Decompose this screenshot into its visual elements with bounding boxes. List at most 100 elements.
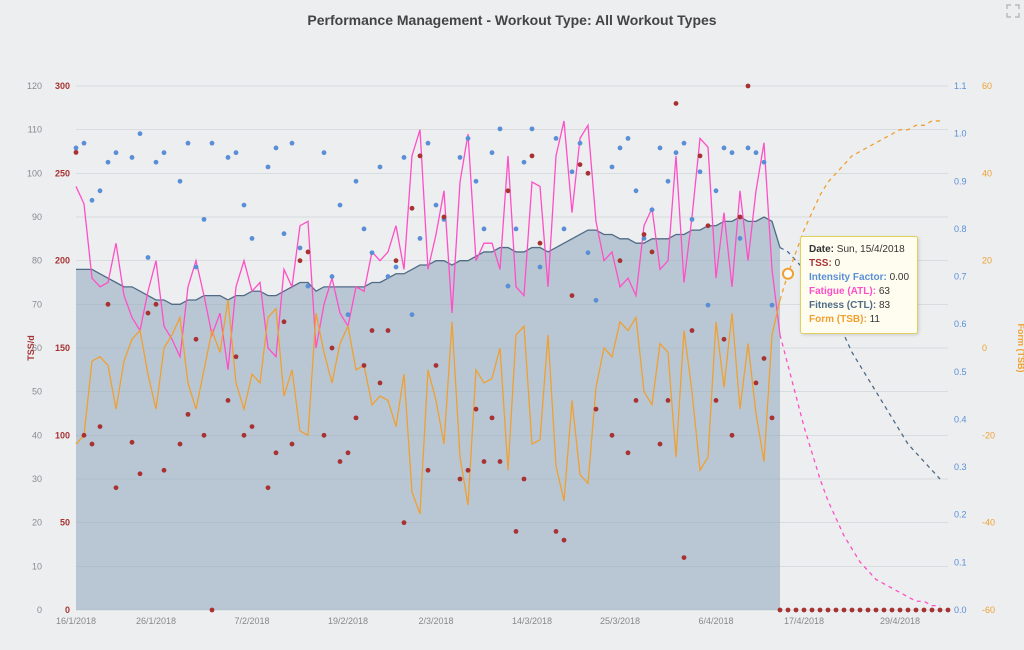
if-point (74, 146, 79, 151)
if-point (330, 274, 335, 279)
if-point (690, 217, 695, 222)
tss-point (826, 608, 831, 613)
x-tick-label: 19/2/2018 (328, 616, 368, 626)
tss-point (626, 450, 631, 455)
ctl-tick-label: 110 (28, 125, 42, 135)
tss-tick-label: 100 (55, 430, 70, 440)
ctl-tick-label: 0 (37, 605, 42, 615)
if-point (658, 146, 663, 151)
tss-point (690, 328, 695, 333)
tooltip-row: Fatigue (ATL): 63 (809, 285, 909, 299)
tss-point (330, 346, 335, 351)
tss-point (746, 84, 751, 89)
tss-tick-label: 0 (65, 605, 70, 615)
ctl-tick-label: 50 (32, 387, 42, 397)
tss-point (114, 485, 119, 490)
chart-svg[interactable]: 16/1/201826/1/20187/2/201819/2/20182/3/2… (0, 28, 1024, 650)
tsb-tick-label: -20 (982, 430, 995, 440)
tss-point (458, 477, 463, 482)
tss-point (778, 608, 783, 613)
tss-point (306, 250, 311, 255)
x-tick-label: 17/4/2018 (784, 616, 824, 626)
tss-point (290, 442, 295, 447)
if-point (514, 227, 519, 232)
tooltip-marker (783, 269, 793, 279)
tsb-tick-label: -60 (982, 605, 995, 615)
tss-point (146, 311, 151, 316)
tss-point (818, 608, 823, 613)
tss-point (722, 337, 727, 342)
tss-point (578, 162, 583, 167)
x-tick-label: 14/3/2018 (512, 616, 552, 626)
if-point (426, 141, 431, 146)
tss-tick-label: 200 (55, 256, 70, 266)
tss-point (274, 450, 279, 455)
if-point (530, 126, 535, 131)
tss-point (394, 258, 399, 263)
tss-point (410, 206, 415, 211)
tsb-tick-label: -40 (982, 518, 995, 528)
if-point (226, 155, 231, 160)
tss-point (378, 381, 383, 386)
if-point (202, 217, 207, 222)
if-point (570, 169, 575, 174)
if-point (674, 150, 679, 155)
if-point (474, 179, 479, 184)
if-point (402, 155, 407, 160)
tss-point (562, 538, 567, 543)
if-point (290, 141, 295, 146)
tss-point (242, 433, 247, 438)
tss-point (138, 471, 143, 476)
if-point (82, 141, 87, 146)
if-point (634, 188, 639, 193)
tss-point (898, 608, 903, 613)
if-point (210, 141, 215, 146)
tss-point (234, 354, 239, 359)
ctl-tick-label: 40 (32, 430, 42, 440)
tss-point (810, 608, 815, 613)
tss-point (362, 363, 367, 368)
tss-point (74, 150, 79, 155)
if-point (666, 179, 671, 184)
tss-point (730, 433, 735, 438)
if-point (114, 150, 119, 155)
tss-point (946, 608, 951, 613)
x-tick-label: 25/3/2018 (600, 616, 640, 626)
ctl-tick-label: 60 (32, 343, 42, 353)
if-tick-label: 0.1 (954, 557, 967, 567)
pmc-chart[interactable]: Performance Management - Workout Type: A… (0, 0, 1024, 622)
tss-tick-label: 300 (55, 81, 70, 91)
ctl-tick-label: 90 (32, 212, 42, 222)
tss-point (610, 433, 615, 438)
expand-icon[interactable] (1006, 4, 1020, 18)
if-point (698, 169, 703, 174)
tss-point (634, 398, 639, 403)
if-point (394, 265, 399, 270)
tss-point (842, 608, 847, 613)
tss-point (802, 608, 807, 613)
tss-point (594, 407, 599, 412)
tss-point (434, 363, 439, 368)
if-tick-label: 1.0 (954, 129, 967, 139)
if-point (90, 198, 95, 203)
if-point (346, 312, 351, 317)
tss-point (354, 415, 359, 420)
if-tick-label: 0.6 (954, 319, 967, 329)
if-point (650, 207, 655, 212)
ctl-tick-label: 20 (32, 518, 42, 528)
if-point (322, 150, 327, 155)
tss-point (706, 223, 711, 228)
if-point (498, 126, 503, 131)
tooltip-row: Date: Sun, 15/4/2018 (809, 243, 909, 257)
tss-point (858, 608, 863, 613)
tooltip-row: Intensity Factor: 0.00 (809, 271, 909, 285)
if-point (370, 250, 375, 255)
if-tick-label: 0.2 (954, 510, 967, 520)
if-point (626, 136, 631, 141)
if-tick-label: 0.5 (954, 367, 967, 377)
if-point (266, 165, 271, 170)
tss-point (642, 232, 647, 237)
tss-point (226, 398, 231, 403)
tss-point (210, 608, 215, 613)
ctl-tick-label: 120 (27, 81, 42, 91)
